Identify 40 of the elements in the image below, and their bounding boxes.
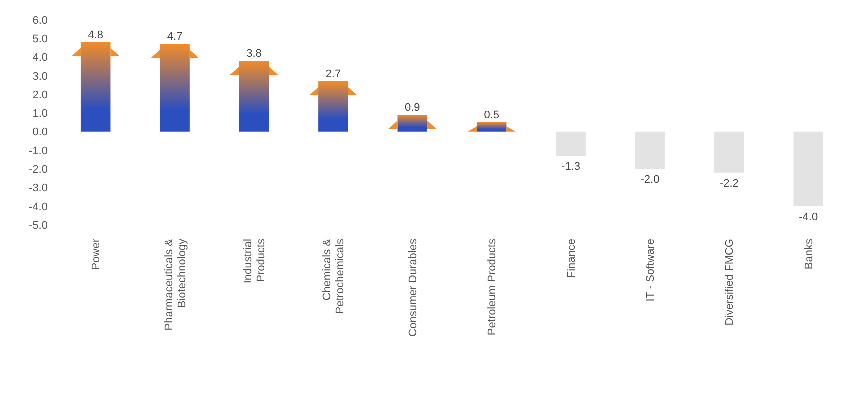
x-tick-label: Petroleum Products (486, 238, 499, 336)
x-tick-label: Power (90, 238, 103, 270)
bar (635, 132, 666, 170)
x-tick-label: Banks (803, 238, 816, 270)
y-tick-label: 2.0 (32, 89, 48, 102)
x-tick-label: IT - Software (645, 239, 657, 302)
y-tick-label: -4.0 (29, 201, 48, 214)
x-tick-label: Pharmaceuticals & Biotechnology (163, 238, 188, 331)
y-tick-label: 3.0 (32, 70, 48, 83)
x-tick-label: Industrial Products (242, 238, 268, 284)
x-tick-label: Diversified FMCG (724, 239, 736, 326)
y-tick-label: -1.0 (29, 145, 48, 158)
data-label: 0.5 (484, 110, 500, 122)
y-tick-label: 6.0 (32, 14, 48, 27)
data-label: -2.2 (720, 178, 739, 190)
data-label: -4.0 (799, 211, 818, 224)
y-tick-label: 0.0 (32, 126, 48, 139)
data-label: 3.8 (246, 48, 262, 60)
bar (160, 44, 190, 132)
x-tick-label: Chemicals & Petrochemicals (322, 238, 347, 314)
y-tick-label: -5.0 (29, 220, 48, 232)
y-tick-label: 5.0 (32, 34, 48, 46)
bar (714, 132, 744, 173)
data-label: 0.9 (404, 102, 420, 114)
y-tick-label: -3.0 (29, 182, 48, 195)
y-tick-label: -2.0 (29, 164, 48, 176)
bar (239, 61, 270, 132)
x-tick-label: Finance (566, 239, 578, 278)
bar (556, 132, 586, 156)
data-label: 2.7 (326, 68, 342, 80)
data-label: 4.7 (167, 31, 183, 44)
y-tick-label: 4.0 (32, 52, 48, 64)
bar (318, 82, 348, 132)
data-label: -1.3 (562, 161, 581, 174)
y-tick-label: 1.0 (32, 108, 48, 120)
bar (80, 42, 111, 132)
data-label: 4.8 (88, 29, 104, 42)
data-label: -2.0 (640, 174, 660, 186)
x-tick-label: Consumer Durables (407, 238, 420, 337)
bar (794, 132, 824, 206)
